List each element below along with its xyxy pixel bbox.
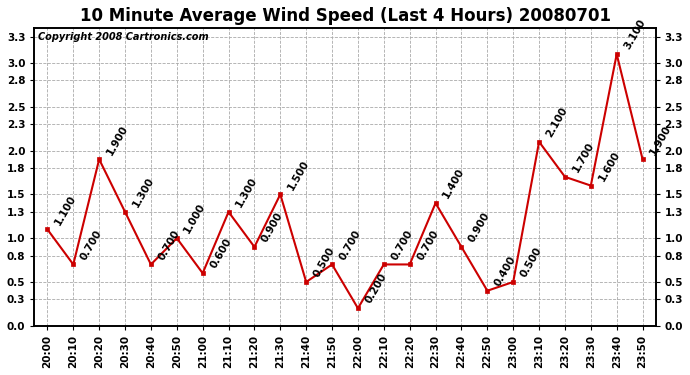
Text: 1.100: 1.100: [53, 193, 78, 226]
Text: 0.700: 0.700: [337, 228, 363, 262]
Text: 0.700: 0.700: [79, 228, 104, 262]
Text: 0.700: 0.700: [415, 228, 440, 262]
Text: 1.700: 1.700: [571, 140, 595, 174]
Text: 1.400: 1.400: [441, 166, 466, 200]
Text: 0.500: 0.500: [312, 246, 337, 279]
Text: Copyright 2008 Cartronics.com: Copyright 2008 Cartronics.com: [37, 32, 208, 42]
Text: 0.900: 0.900: [467, 211, 492, 244]
Text: 1.600: 1.600: [596, 149, 622, 183]
Text: 0.600: 0.600: [208, 237, 233, 270]
Text: 0.200: 0.200: [364, 272, 388, 306]
Text: 1.000: 1.000: [182, 202, 208, 236]
Text: 1.900: 1.900: [648, 123, 673, 156]
Text: 3.100: 3.100: [622, 18, 647, 51]
Text: 1.300: 1.300: [234, 176, 259, 209]
Text: 0.500: 0.500: [519, 246, 544, 279]
Text: 1.300: 1.300: [130, 176, 156, 209]
Text: 0.400: 0.400: [493, 254, 518, 288]
Text: 1.900: 1.900: [105, 123, 130, 156]
Text: 0.900: 0.900: [260, 211, 285, 244]
Text: 0.700: 0.700: [157, 228, 181, 262]
Text: 1.500: 1.500: [286, 158, 311, 192]
Title: 10 Minute Average Wind Speed (Last 4 Hours) 20080701: 10 Minute Average Wind Speed (Last 4 Hou…: [79, 7, 611, 25]
Text: 0.700: 0.700: [389, 228, 415, 262]
Text: 2.100: 2.100: [544, 105, 570, 139]
